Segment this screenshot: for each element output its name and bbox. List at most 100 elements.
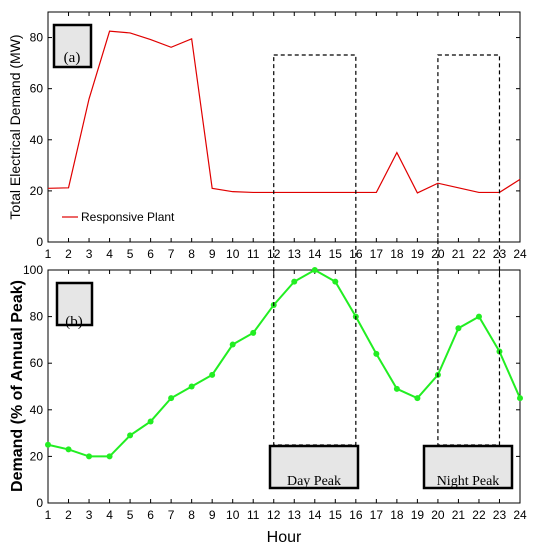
panel-b-label-box: (b) bbox=[55, 281, 94, 330]
data-point bbox=[168, 395, 175, 402]
panel-b-y-axis-title: Demand (% of Annual Peak) bbox=[9, 280, 26, 492]
data-point bbox=[475, 313, 482, 320]
y-tick-label: 60 bbox=[30, 356, 44, 370]
panel-b-points bbox=[45, 267, 523, 460]
x-tick-label: 7 bbox=[168, 247, 175, 261]
y-tick-label: 80 bbox=[30, 310, 44, 324]
x-tick-label: 23 bbox=[493, 508, 507, 522]
x-tick-label: 22 bbox=[472, 508, 486, 522]
x-tick-label: 13 bbox=[288, 247, 302, 261]
data-point bbox=[86, 453, 93, 460]
y-tick-label: 0 bbox=[36, 235, 43, 249]
night-peak-label: Night Peak bbox=[437, 474, 500, 489]
panel-a-frame bbox=[47, 11, 521, 243]
panel-a-label-box: (a) bbox=[52, 23, 93, 69]
x-tick-label: 2 bbox=[65, 508, 72, 522]
x-tick-label: 17 bbox=[370, 247, 384, 261]
panel-b-series-line bbox=[47, 268, 521, 458]
x-tick-label: 6 bbox=[147, 247, 154, 261]
x-tick-label: 21 bbox=[452, 508, 466, 522]
data-point bbox=[332, 278, 339, 285]
x-tick-label: 14 bbox=[308, 508, 322, 522]
y-tick-label: 40 bbox=[30, 403, 44, 417]
panel-a-y-ticks: 0 20 40 60 80 bbox=[30, 31, 520, 249]
legend-label-responsive-plant: Responsive Plant bbox=[81, 210, 175, 224]
x-tick-label: 10 bbox=[226, 508, 240, 522]
x-tick-label: 5 bbox=[127, 508, 134, 522]
day-peak-label: Day Peak bbox=[287, 474, 341, 489]
panel-b-y-ticks: 0 20 40 60 80 100 bbox=[23, 263, 520, 510]
y-tick-label: 80 bbox=[30, 31, 44, 45]
data-point bbox=[147, 418, 154, 425]
panel-a-y-axis-title: Total Electrical Demand (MW) bbox=[7, 34, 23, 219]
x-tick-label: 13 bbox=[288, 508, 302, 522]
panel-a-x-ticks: 1 2 3 4 5 6 7 8 9 10 11 12 13 14 15 16 17 18 19 20 21 22 23 24 bbox=[45, 12, 527, 261]
y-tick-label: 20 bbox=[30, 184, 44, 198]
x-tick-label: 2 bbox=[65, 247, 72, 261]
data-point bbox=[65, 446, 72, 453]
x-tick-label: 11 bbox=[247, 508, 260, 522]
x-tick-label: 1 bbox=[45, 247, 52, 261]
x-tick-label: 24 bbox=[513, 508, 527, 522]
x-tick-label: 4 bbox=[106, 247, 113, 261]
day-peak-box: Day Peak bbox=[268, 444, 360, 490]
x-tick-label: 10 bbox=[226, 247, 240, 261]
peak-windows: Day Peak Night Peak bbox=[268, 54, 514, 490]
x-axis-title: Hour bbox=[267, 529, 302, 546]
data-point bbox=[311, 267, 318, 273]
y-tick-label: 0 bbox=[36, 496, 43, 510]
y-tick-label: 60 bbox=[30, 82, 44, 96]
x-tick-label: 24 bbox=[513, 247, 527, 261]
x-tick-label: 20 bbox=[431, 508, 445, 522]
x-tick-label: 17 bbox=[370, 508, 384, 522]
y-tick-label: 20 bbox=[30, 449, 44, 463]
panel-a-series-line bbox=[47, 30, 521, 194]
x-tick-label: 21 bbox=[452, 247, 466, 261]
data-point bbox=[45, 441, 51, 448]
x-tick-label: 3 bbox=[86, 508, 93, 522]
data-point bbox=[414, 395, 421, 402]
night-peak-box: Night Peak bbox=[422, 444, 514, 490]
x-tick-label: 8 bbox=[188, 247, 195, 261]
x-tick-label: 6 bbox=[147, 508, 154, 522]
data-point bbox=[393, 385, 400, 392]
x-tick-label: 11 bbox=[247, 247, 260, 261]
x-tick-label: 18 bbox=[390, 247, 404, 261]
panel-a-legend: Responsive Plant bbox=[62, 210, 175, 224]
data-point bbox=[127, 432, 134, 439]
x-tick-label: 9 bbox=[209, 247, 216, 261]
x-tick-label: 20 bbox=[431, 247, 445, 261]
panel-b-label: (b) bbox=[65, 314, 83, 330]
x-tick-label: 22 bbox=[472, 247, 486, 261]
panel-b-x-ticks: 1 2 3 4 5 6 7 8 9 10 11 12 13 14 15 16 17 18 19 20 21 22 23 24 bbox=[45, 270, 527, 522]
x-tick-label: 15 bbox=[329, 247, 343, 261]
x-tick-label: 16 bbox=[349, 508, 363, 522]
x-tick-label: 19 bbox=[411, 508, 425, 522]
y-tick-label: 100 bbox=[23, 263, 43, 277]
x-tick-label: 15 bbox=[329, 508, 343, 522]
data-point bbox=[250, 329, 257, 336]
x-tick-label: 4 bbox=[106, 508, 113, 522]
data-point bbox=[517, 395, 523, 402]
data-point bbox=[209, 371, 216, 378]
x-tick-label: 3 bbox=[86, 247, 93, 261]
data-point bbox=[291, 278, 298, 285]
data-point bbox=[106, 453, 113, 460]
data-point bbox=[455, 325, 462, 332]
x-tick-label: 14 bbox=[308, 247, 322, 261]
night-peak-window bbox=[437, 54, 501, 446]
data-point bbox=[373, 350, 380, 357]
data-point bbox=[188, 383, 195, 390]
x-tick-label: 9 bbox=[209, 508, 216, 522]
x-tick-label: 19 bbox=[411, 247, 425, 261]
x-tick-label: 1 bbox=[45, 508, 52, 522]
panel-a-label: (a) bbox=[64, 50, 81, 66]
x-tick-label: 5 bbox=[127, 247, 134, 261]
data-point bbox=[229, 341, 236, 348]
x-tick-label: 18 bbox=[390, 508, 404, 522]
y-tick-label: 40 bbox=[30, 133, 44, 147]
x-tick-label: 7 bbox=[168, 508, 175, 522]
